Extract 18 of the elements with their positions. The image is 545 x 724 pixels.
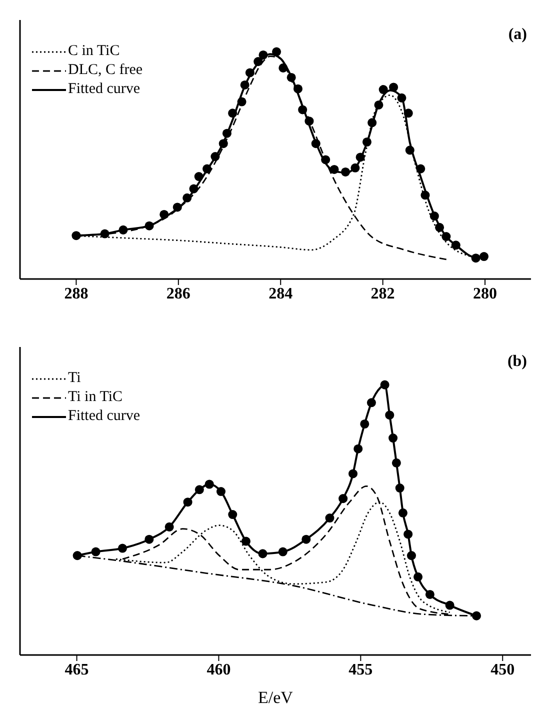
x-tick-label: 280	[473, 285, 498, 302]
x-tick-label: 282	[370, 285, 395, 302]
x-tick-label: 284	[268, 285, 293, 302]
text: (b)	[507, 353, 527, 371]
x-axis-title: E/eV	[258, 688, 294, 707]
legend-label: Ti	[68, 369, 81, 388]
legend-label: Fitted curve	[68, 407, 140, 426]
x-tick-label: 465	[64, 661, 89, 678]
text: (a)	[508, 26, 527, 44]
legend-label: Ti in TiC	[68, 388, 123, 407]
legend-label: Fitted curve	[68, 80, 140, 99]
legend-label: C in TiC	[68, 42, 120, 61]
x-tick-label: 288	[64, 285, 88, 302]
legend-label: DLC, C free	[68, 61, 143, 80]
x-tick-label: 450	[490, 661, 515, 678]
x-tick-label: 286	[166, 285, 190, 302]
x-tick-label: 460	[206, 661, 231, 678]
x-tick-label: 455	[348, 661, 373, 678]
